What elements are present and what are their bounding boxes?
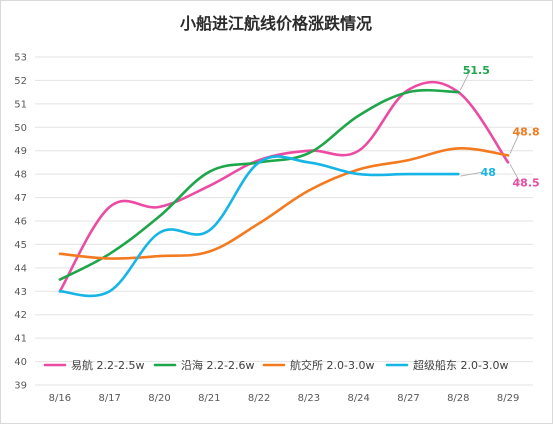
data-label-series-4: 48 (481, 166, 496, 179)
y-tick-label: 42 (14, 310, 27, 321)
label-connector (509, 164, 521, 183)
x-tick-label: 8/20 (148, 393, 170, 404)
legend-entry-3: 航交所 2.0-3.0w (290, 358, 374, 372)
y-tick-label: 50 (14, 123, 27, 134)
y-tick-label: 46 (14, 217, 27, 228)
legend-entry-2: 沿海 2.2-2.6w (181, 358, 254, 372)
label-connector (509, 131, 521, 154)
label-connector (460, 171, 483, 177)
label-connector (459, 69, 471, 91)
x-tick-label: 8/24 (347, 393, 369, 404)
grid (35, 56, 533, 386)
y-tick-label: 40 (14, 357, 27, 368)
data-label-series-3: 48.8 (513, 125, 540, 138)
series-group (58, 80, 510, 298)
y-axis: 39 40 41 42 43 44 45 46 47 48 49 50 51 52 53 (14, 53, 27, 392)
series-line-4 (58, 155, 460, 298)
x-tick-label: 8/27 (397, 393, 419, 404)
y-tick-label: 41 (14, 334, 27, 345)
series-line-3 (58, 147, 510, 260)
legend: 易航 2.2-2.5w 沿海 2.2-2.6w 航交所 2.0-3.0w 超级船东 2… (43, 358, 508, 372)
x-tick-label: 8/21 (198, 393, 220, 404)
y-tick-label: 45 (14, 240, 27, 251)
x-tick-label: 8/23 (298, 393, 320, 404)
y-tick-label: 48 (14, 170, 27, 181)
y-tick-label: 44 (14, 263, 27, 274)
y-tick-label: 51 (14, 99, 27, 110)
data-labels: 48.5 51.5 48.8 48 (463, 64, 540, 189)
y-tick-label: 47 (14, 193, 27, 204)
label-connectors (459, 69, 521, 183)
legend-entry-1: 易航 2.2-2.5w (71, 358, 144, 372)
y-tick-label: 49 (14, 146, 27, 157)
x-tick-label: 8/22 (248, 393, 270, 404)
chart-title: 小船进江航线价格涨跌情况 (180, 14, 372, 33)
data-label-series-2: 51.5 (463, 64, 490, 77)
x-tick-label: 8/16 (49, 393, 71, 404)
x-axis: 8/16 8/17 8/20 8/21 8/22 8/23 8/24 8/27 8/28 8/29 (49, 393, 520, 404)
legend-entry-4: 超级船东 2.0-3.0w (413, 358, 508, 372)
x-tick-label: 8/28 (447, 393, 469, 404)
series-line-2 (58, 88, 460, 281)
data-label-series-1: 48.5 (513, 176, 540, 189)
y-tick-label: 43 (14, 287, 27, 298)
y-tick-label: 52 (14, 76, 27, 87)
x-tick-label: 8/29 (497, 393, 519, 404)
x-tick-label: 8/17 (98, 393, 120, 404)
series-line-1 (58, 80, 510, 293)
y-tick-label: 53 (14, 53, 27, 64)
y-tick-label: 39 (14, 381, 27, 392)
